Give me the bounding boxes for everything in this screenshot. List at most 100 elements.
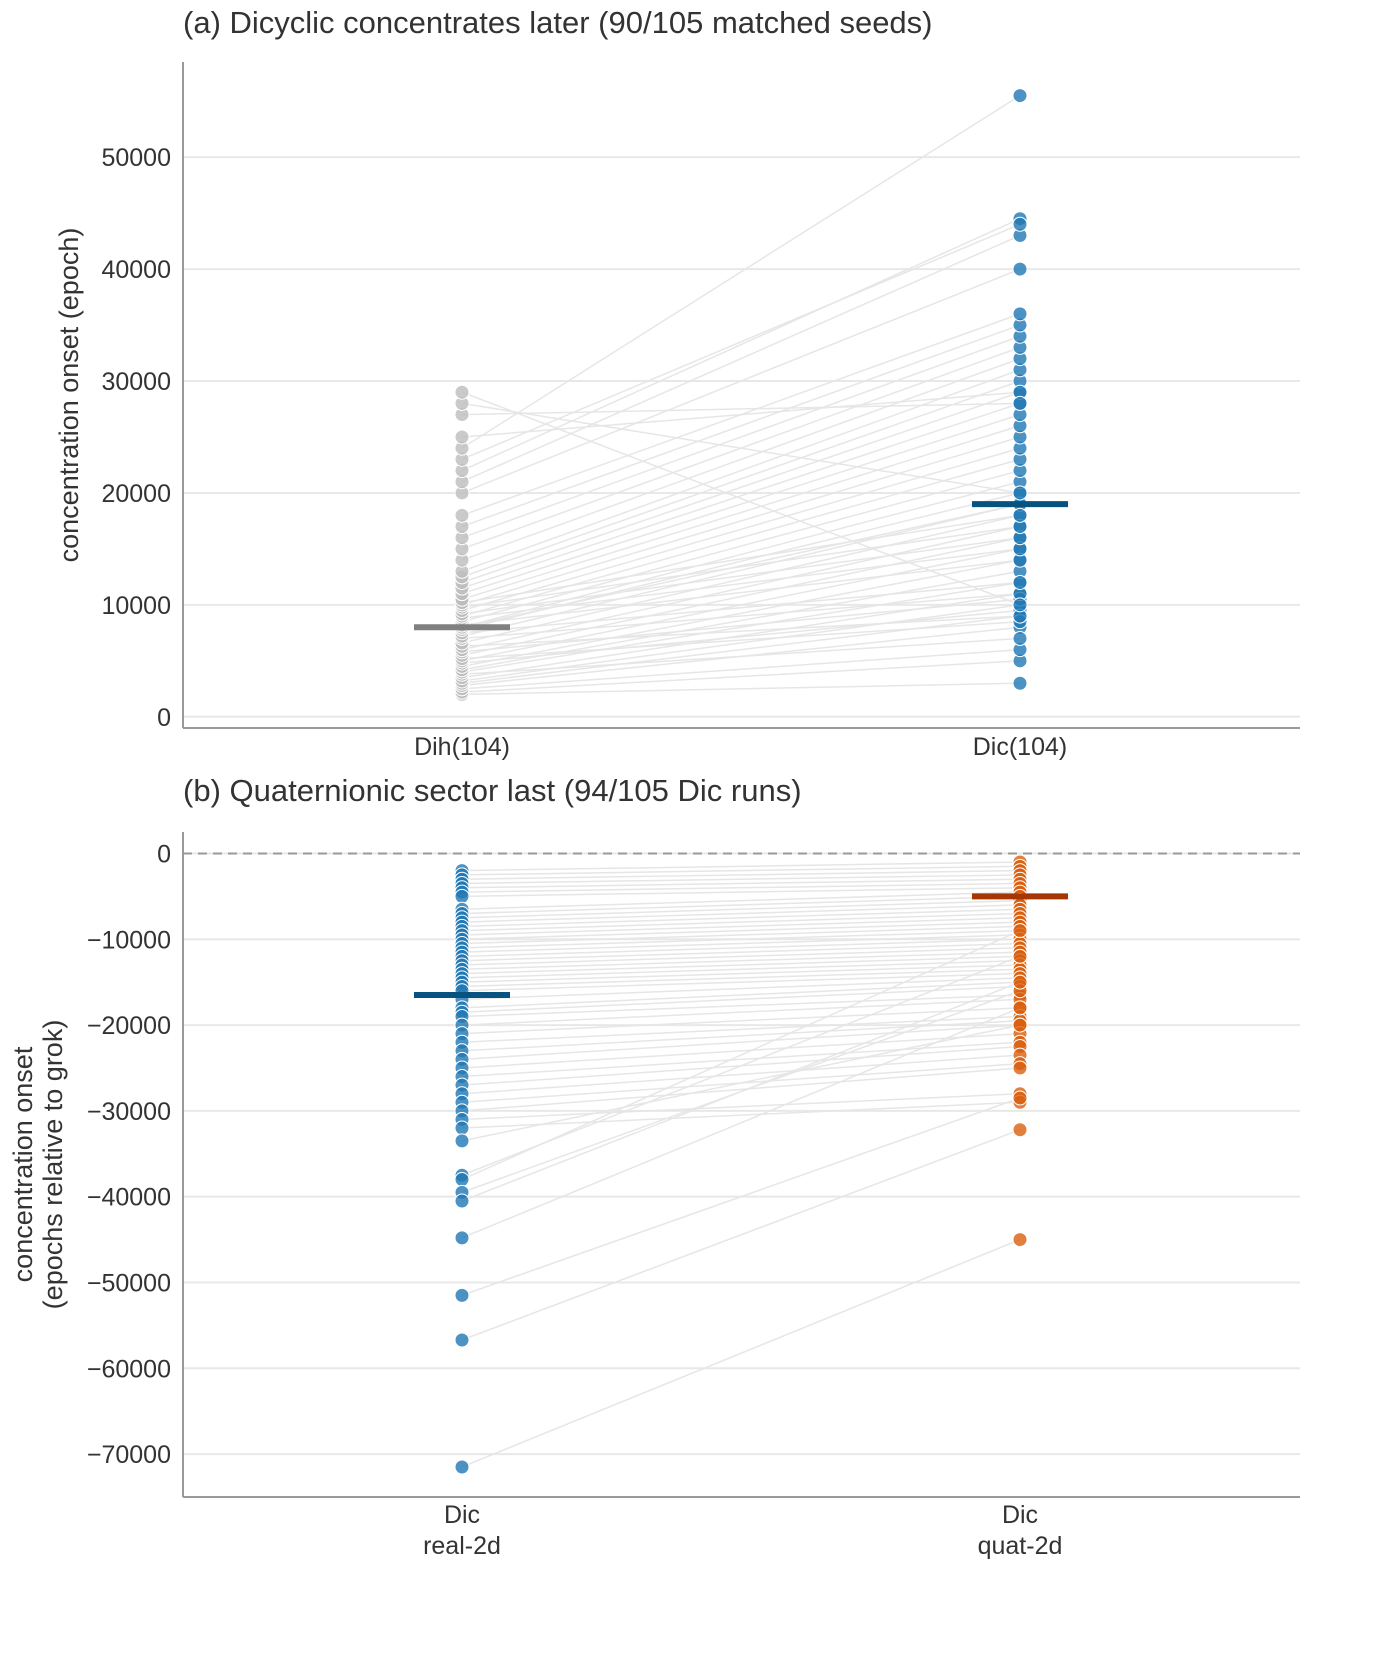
pair-line <box>461 947 1021 966</box>
pair-line <box>461 929 1021 949</box>
pair-line <box>461 413 1021 595</box>
data-point-right <box>1012 1060 1028 1076</box>
chart-b-svg: (b) Quaternionic sector last (94/105 Dic… <box>8 773 1300 1560</box>
y-tick-label: 50000 <box>101 144 171 172</box>
pair-line <box>461 981 1021 1009</box>
pair-line <box>461 972 1021 992</box>
data-point-right <box>1012 1017 1028 1033</box>
pair-line <box>461 1007 1021 1239</box>
data-point-left <box>454 1193 470 1209</box>
pair-line <box>461 895 1021 915</box>
chart-a-svg: (a) Dicyclic concentrates later (90/105 … <box>54 5 1300 761</box>
pair-line <box>461 548 1021 620</box>
data-point-right <box>1012 574 1028 590</box>
pair-line <box>461 951 1021 971</box>
pair-line <box>461 682 1021 696</box>
pair-line <box>461 908 1021 928</box>
x-tick-label-line: quat-2d <box>978 1532 1063 1560</box>
pair-line <box>461 1024 1021 1142</box>
pair-line <box>461 324 1021 528</box>
y-axis-label-line: concentration onset (epoch) <box>54 228 84 563</box>
data-point-right <box>1012 507 1028 523</box>
pair-line <box>461 1032 1021 1069</box>
pair-line <box>461 998 1021 1026</box>
pair-line <box>461 904 1021 923</box>
chart-panel-b: (b) Quaternionic sector last (94/105 Dic… <box>0 770 1400 1620</box>
x-tick-label-line: Dih(104) <box>414 733 510 761</box>
pair-line <box>461 968 1021 988</box>
pair-line <box>461 615 1021 648</box>
x-tick-label-line: Dic(104) <box>973 733 1067 761</box>
pair-line <box>461 929 1021 1181</box>
pair-line <box>461 882 1021 893</box>
pair-line <box>461 391 1021 606</box>
pair-line <box>461 391 1021 584</box>
y-tick-label: −40000 <box>87 1184 171 1212</box>
data-point-left <box>454 1459 470 1475</box>
y-tick-label: −70000 <box>87 1441 171 1469</box>
pair-line <box>461 620 1021 660</box>
x-tick-label: Dic real-2d <box>423 1501 501 1560</box>
y-tick-label: 0 <box>157 704 171 732</box>
data-point-right <box>1012 1000 1028 1016</box>
pair-line <box>461 925 1021 945</box>
y-axis-label-line: (epochs relative to grok) <box>38 1020 68 1310</box>
pair-line <box>461 380 1021 578</box>
data-point-left <box>454 1133 470 1149</box>
pair-line <box>461 598 1021 653</box>
data-point-right <box>1012 630 1028 646</box>
pair-line <box>461 1041 1021 1078</box>
pair-line <box>461 865 1021 876</box>
pair-line <box>461 981 1021 1202</box>
pair-line <box>461 912 1021 932</box>
pair-line <box>461 874 1021 885</box>
y-tick-label: −30000 <box>87 1098 171 1126</box>
pair-line <box>461 402 1021 416</box>
pair-line <box>461 514 1021 644</box>
pair-line <box>461 938 1021 958</box>
x-tick-label-line: Dic <box>444 1501 480 1529</box>
data-point-right <box>1012 395 1028 411</box>
pair-line <box>461 1015 1021 1043</box>
pair-line <box>461 934 1021 953</box>
data-point-right <box>1012 675 1028 691</box>
x-tick-label-line: real-2d <box>423 1532 501 1560</box>
pair-line <box>461 436 1021 606</box>
pair-line <box>461 899 1021 919</box>
pair-line <box>461 559 1021 626</box>
pair-line <box>461 525 1021 651</box>
data-point-right <box>1012 1232 1028 1248</box>
pair-line <box>461 581 1021 673</box>
pair-line <box>461 469 1021 623</box>
data-point-right <box>1012 88 1028 104</box>
pair-line <box>461 1024 1021 1061</box>
pair-line <box>461 917 1021 936</box>
x-tick-label-line: Dic <box>1002 1501 1038 1529</box>
pair-line <box>461 268 1021 494</box>
pair-line <box>461 1238 1021 1468</box>
pair-line <box>461 391 1021 438</box>
data-point-left <box>454 888 470 904</box>
pair-line <box>461 1007 1021 1035</box>
y-tick-label: −50000 <box>87 1269 171 1297</box>
data-point-left <box>454 1287 470 1303</box>
data-point-left <box>454 1120 470 1136</box>
pair-line <box>461 402 1021 589</box>
data-point-right <box>1012 974 1028 990</box>
data-point-right <box>1012 1090 1028 1106</box>
chart-title: (b) Quaternionic sector last (94/105 Dic… <box>183 773 802 808</box>
pair-line <box>461 234 1021 483</box>
pair-line <box>461 942 1021 962</box>
x-tick-label: Dic(104) <box>973 733 1067 761</box>
pair-line <box>461 1129 1021 1341</box>
pair-line <box>461 959 1021 979</box>
data-point-right <box>1012 261 1028 277</box>
data-point-right <box>1012 216 1028 232</box>
pair-line <box>461 458 1021 617</box>
pair-line <box>461 559 1021 668</box>
y-tick-label: 30000 <box>101 368 171 396</box>
pair-line <box>461 1020 1021 1052</box>
pair-line <box>461 425 1021 600</box>
pair-line <box>461 1054 1021 1095</box>
pair-line <box>461 592 1021 640</box>
